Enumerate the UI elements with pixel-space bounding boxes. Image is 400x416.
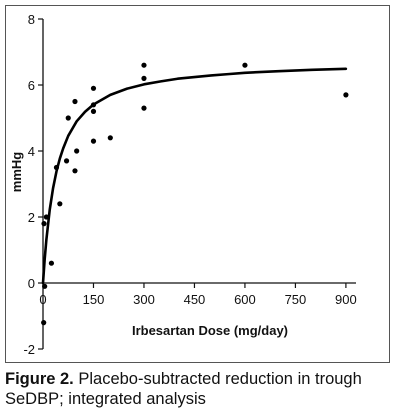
y-axis-title: mmHg — [9, 152, 24, 193]
data-point — [90, 108, 97, 114]
data-point — [90, 102, 97, 108]
fitted-curve — [41, 67, 348, 285]
x-tick-label: 150 — [83, 292, 105, 307]
data-point — [72, 98, 78, 105]
caption-text: Placebo-subtracted reduction in trough S… — [5, 370, 362, 408]
data-point — [72, 168, 78, 174]
figure-frame — [5, 5, 390, 363]
y-tick-label: 2 — [28, 210, 35, 225]
data-point — [41, 320, 47, 326]
data-point — [107, 135, 113, 141]
y-tick-label: 8 — [28, 12, 35, 27]
x-tick-label: 600 — [234, 292, 256, 307]
axes — [42, 19, 356, 349]
ticks: 0 150 300 450 600 750 900 -2 0 2 4 6 8 — [23, 12, 356, 357]
data-point — [63, 158, 70, 164]
data-point — [65, 115, 71, 121]
data-point — [90, 138, 97, 144]
data-point — [74, 148, 80, 154]
dose-response-chart: 0 150 300 450 600 750 900 -2 0 2 4 6 8 Irbesartan Do… — [9, 12, 357, 357]
figure-caption: Figure 2. Placebo-subtracted reduction i… — [5, 369, 397, 409]
data-point — [57, 201, 63, 207]
y-tick-label: 0 — [28, 276, 35, 291]
data-point — [53, 164, 60, 171]
data-point — [141, 62, 147, 68]
data-point — [343, 92, 349, 98]
x-tick-label: 900 — [335, 292, 357, 307]
x-tick-label: 450 — [184, 292, 206, 307]
x-tick-label: 0 — [39, 292, 46, 307]
data-point — [41, 221, 47, 227]
points-layer — [41, 62, 349, 326]
data-point — [90, 85, 97, 91]
data-point — [42, 283, 48, 289]
x-axis-title: Irbesartan Dose (mg/day) — [132, 323, 288, 338]
y-tick-label: 6 — [28, 78, 35, 93]
data-point — [48, 260, 55, 266]
data-point — [141, 75, 147, 81]
x-tick-label: 300 — [133, 292, 155, 307]
data-point — [141, 105, 147, 111]
y-tick-label: -2 — [23, 342, 35, 357]
data-point — [43, 214, 49, 220]
y-tick-label: 4 — [28, 144, 35, 159]
caption-label: Figure 2. — [5, 370, 74, 388]
curve-layer — [41, 67, 348, 285]
data-point — [242, 62, 248, 68]
x-tick-label: 750 — [285, 292, 307, 307]
